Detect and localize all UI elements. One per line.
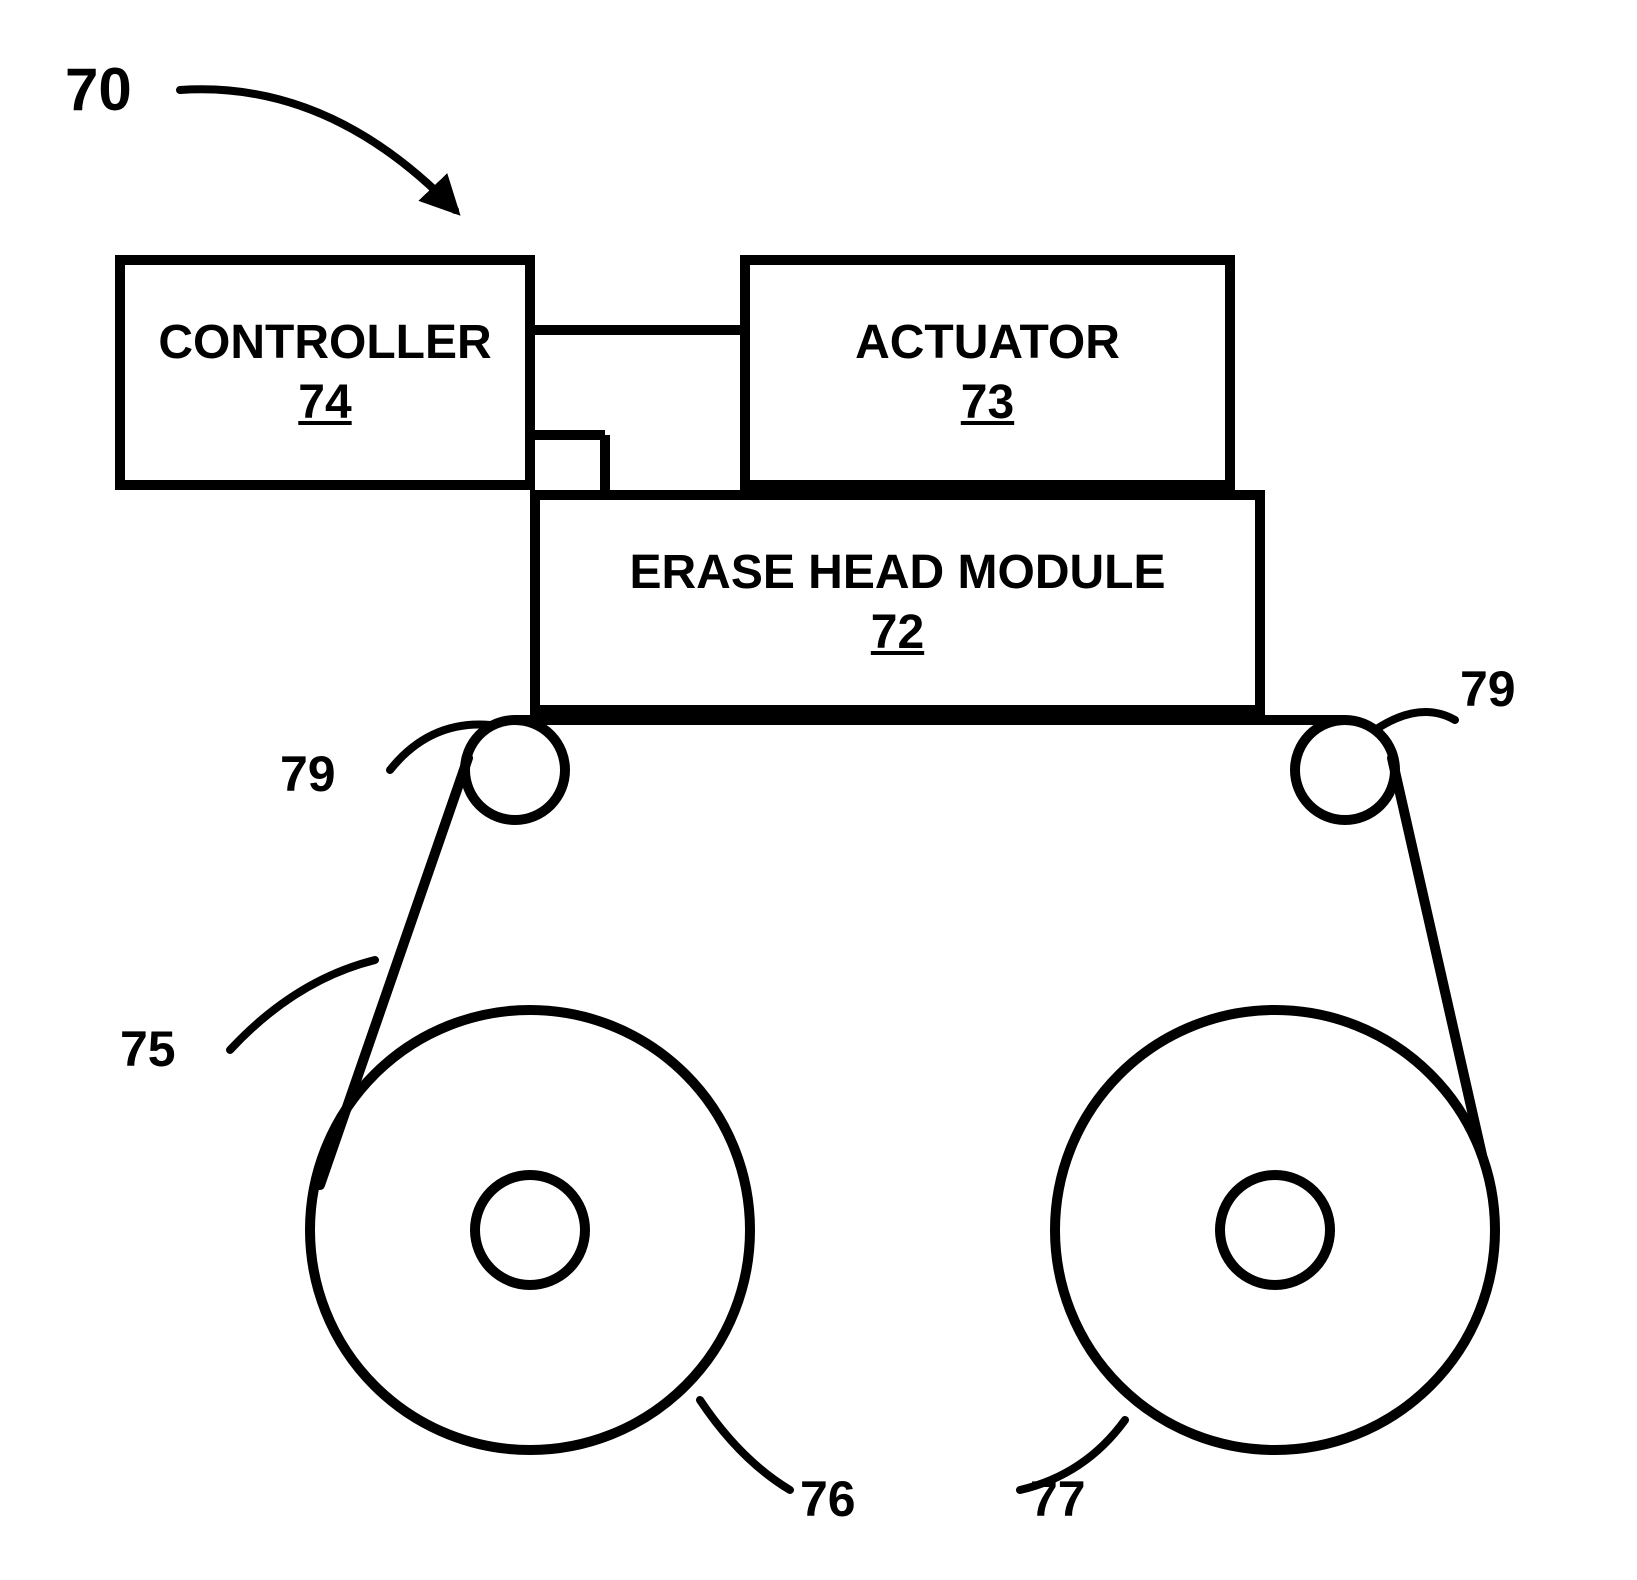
over-layer-svg <box>0 0 1637 1580</box>
diagram-stage: CONTROLLER 74 ACTUATOR 73 ERASE HEAD MOD… <box>0 0 1637 1580</box>
